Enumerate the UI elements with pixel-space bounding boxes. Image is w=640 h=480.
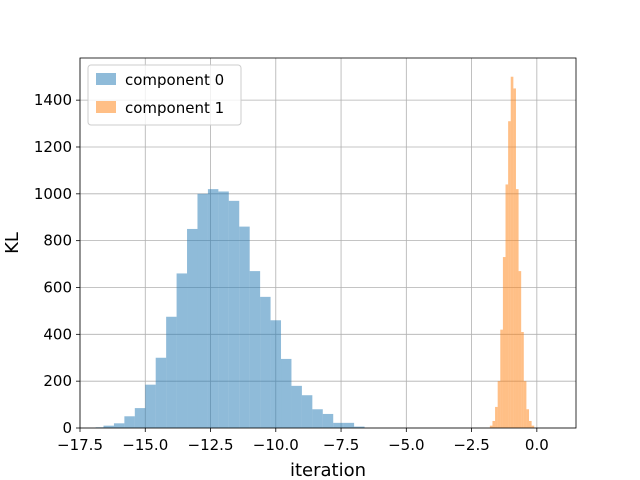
bar <box>521 331 524 428</box>
bar <box>508 121 511 429</box>
y-tick-label: 1000 <box>34 185 72 203</box>
y-axis-ticks: 0 200 400 600 800 1000 1200 1400 <box>34 91 80 437</box>
bar <box>515 189 519 428</box>
bar <box>505 184 509 428</box>
bar <box>281 358 292 428</box>
bar <box>249 271 261 428</box>
x-axis-ticks: −17.5 −15.0 −12.5 −10.0 −7.5 −5.0 −2.5 0.0 <box>57 428 549 454</box>
series-component-0 <box>95 189 365 428</box>
bar <box>134 408 146 428</box>
bar <box>239 226 250 428</box>
x-tick-label: −7.5 <box>323 436 359 454</box>
bar <box>502 257 506 428</box>
legend-label-component-1: component 1 <box>125 99 224 117</box>
bar <box>113 423 125 428</box>
y-axis-label: KL <box>2 232 23 254</box>
bar <box>322 413 334 428</box>
bar <box>197 193 208 428</box>
bar <box>518 271 522 428</box>
bar <box>155 357 167 428</box>
x-tick-label: −15.0 <box>122 436 168 454</box>
bar <box>270 320 282 428</box>
bar <box>207 189 219 428</box>
plot-frame <box>79 57 577 429</box>
x-tick-label: 0.0 <box>525 436 549 454</box>
bar <box>497 381 501 428</box>
y-tick-label: 1400 <box>34 91 72 109</box>
bar <box>145 384 156 428</box>
bar <box>523 381 527 428</box>
bar <box>103 425 114 428</box>
bar <box>228 200 240 428</box>
bar <box>312 409 323 428</box>
x-tick-label: −12.5 <box>188 436 234 454</box>
bar <box>492 420 496 428</box>
bar <box>218 191 229 428</box>
bar <box>531 425 535 428</box>
bar <box>291 385 302 428</box>
legend-swatch-component-0 <box>96 73 116 85</box>
bar <box>529 420 532 428</box>
legend-label-component-0: component 0 <box>125 71 224 89</box>
legend: component 0 component 1 <box>87 64 242 126</box>
bar <box>166 316 177 428</box>
bar <box>176 273 188 428</box>
legend-swatch-component-1 <box>96 101 116 113</box>
bar <box>187 228 198 428</box>
bar <box>301 395 313 428</box>
x-tick-label: −5.0 <box>388 436 424 454</box>
bar <box>124 416 135 428</box>
series-component-1 <box>489 76 535 429</box>
x-tick-label: −2.5 <box>453 436 489 454</box>
y-tick-label: 1200 <box>34 138 72 156</box>
bar <box>260 296 271 428</box>
y-tick-label: 800 <box>43 232 72 250</box>
x-tick-label: −17.5 <box>57 436 103 454</box>
bar <box>510 76 514 428</box>
bar <box>513 88 516 428</box>
x-tick-label: −10.0 <box>253 436 299 454</box>
bar <box>354 426 365 428</box>
y-tick-label: 0 <box>62 419 72 437</box>
y-tick-label: 400 <box>43 325 72 343</box>
bar <box>333 422 344 428</box>
bar <box>489 425 493 428</box>
bar <box>526 409 530 428</box>
bar <box>343 422 355 428</box>
y-tick-label: 200 <box>43 372 72 390</box>
legend-frame <box>87 64 242 126</box>
bar <box>495 406 498 428</box>
bar <box>500 329 503 428</box>
x-axis-label: iteration <box>290 460 366 480</box>
y-tick-label: 600 <box>43 278 72 296</box>
